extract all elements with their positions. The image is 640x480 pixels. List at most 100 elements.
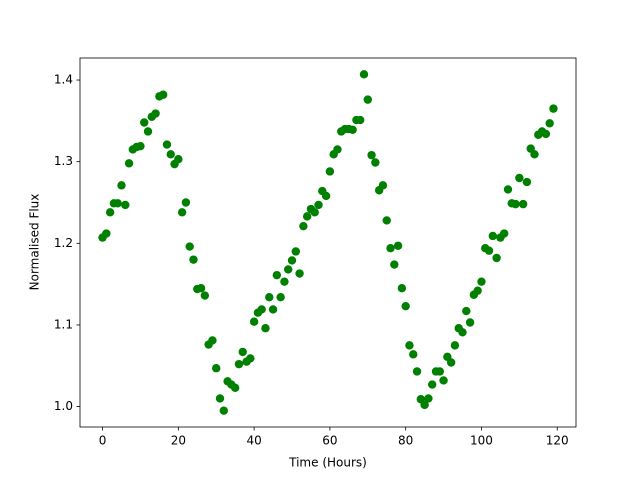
data-point [363, 95, 372, 104]
data-point [177, 208, 187, 217]
x-tick-label: 100 [470, 434, 493, 448]
data-point [310, 208, 319, 217]
data-point [450, 341, 460, 350]
data-point [287, 256, 297, 265]
data-point [462, 306, 471, 316]
x-tick-label: 60 [322, 434, 337, 448]
data-point [276, 292, 285, 302]
data-point [162, 140, 172, 149]
data-point [113, 199, 122, 208]
data-point [246, 354, 255, 363]
data-point [174, 155, 183, 164]
data-point [295, 269, 304, 278]
data-point [299, 221, 308, 231]
data-point [378, 181, 388, 190]
data-point [166, 150, 175, 159]
data-point [249, 317, 259, 326]
data-point [302, 212, 312, 221]
data-point [140, 118, 149, 127]
data-point [428, 380, 437, 389]
data-point [492, 253, 501, 263]
data-point [325, 167, 335, 176]
data-point [291, 247, 300, 256]
y-axis-label: Normalised Flux [28, 194, 42, 291]
plot-frame [79, 57, 577, 428]
data-point [261, 324, 270, 333]
data-point [397, 284, 407, 293]
data-point [265, 292, 274, 302]
data-point [102, 229, 111, 238]
data-point [280, 277, 289, 286]
data-point [549, 104, 558, 113]
y-tick-label: 1.3 [54, 154, 73, 168]
x-tick-label: 120 [546, 434, 569, 448]
data-point [386, 244, 395, 253]
y-tick-label: 1.2 [54, 236, 73, 250]
data-point [105, 208, 115, 217]
data-point [356, 115, 365, 125]
data-point [499, 229, 509, 238]
data-point [200, 291, 210, 300]
data-point [409, 350, 418, 359]
data-point [117, 181, 126, 190]
data-point [477, 277, 486, 286]
data-point [484, 246, 494, 255]
data-point [424, 394, 433, 403]
data-point [439, 376, 448, 385]
data-point [412, 367, 422, 376]
data-point [446, 358, 456, 367]
data-point [488, 231, 498, 241]
data-point [435, 367, 444, 376]
data-point [465, 318, 475, 327]
data-point [272, 270, 282, 280]
data-point [371, 158, 380, 167]
data-point [314, 200, 323, 210]
data-point [219, 406, 228, 415]
y-tick-label: 1.4 [54, 73, 73, 87]
data-point [151, 109, 160, 118]
data-point [545, 119, 554, 128]
data-point [359, 70, 369, 79]
data-point [181, 198, 191, 207]
data-point [393, 241, 403, 250]
data-point [189, 255, 198, 264]
x-tick-label: 80 [398, 434, 413, 448]
data-point [234, 359, 244, 369]
data-point [511, 199, 520, 209]
data-point [518, 199, 528, 209]
data-point [268, 305, 278, 314]
data-point [121, 200, 130, 210]
data-point [401, 301, 410, 311]
data-point [503, 185, 513, 194]
data-point [124, 159, 134, 168]
data-point [473, 286, 482, 295]
data-point [541, 129, 551, 139]
data-point [321, 191, 331, 201]
data-point [405, 341, 414, 350]
data-point [522, 177, 532, 187]
x-axis-label: Time (Hours) [288, 456, 367, 470]
x-tick-label: 0 [99, 434, 107, 448]
data-point [420, 400, 429, 410]
data-point [367, 150, 376, 160]
data-point [382, 216, 391, 225]
data-point [515, 173, 524, 183]
data-point [136, 141, 145, 151]
data-point [143, 127, 153, 136]
data-point [196, 284, 206, 293]
data-point [284, 265, 293, 274]
data-point [238, 347, 247, 357]
data-point [257, 305, 266, 314]
data-point [215, 394, 225, 403]
data-point [348, 125, 357, 135]
data-point [458, 328, 467, 337]
x-tick-label: 20 [171, 434, 186, 448]
x-tick-label: 40 [246, 434, 261, 448]
data-point [333, 145, 342, 154]
y-tick-label: 1.1 [54, 317, 73, 331]
data-point [185, 242, 194, 251]
data-point [212, 364, 221, 373]
y-tick-label: 1.0 [54, 399, 73, 413]
data-point [530, 150, 539, 159]
